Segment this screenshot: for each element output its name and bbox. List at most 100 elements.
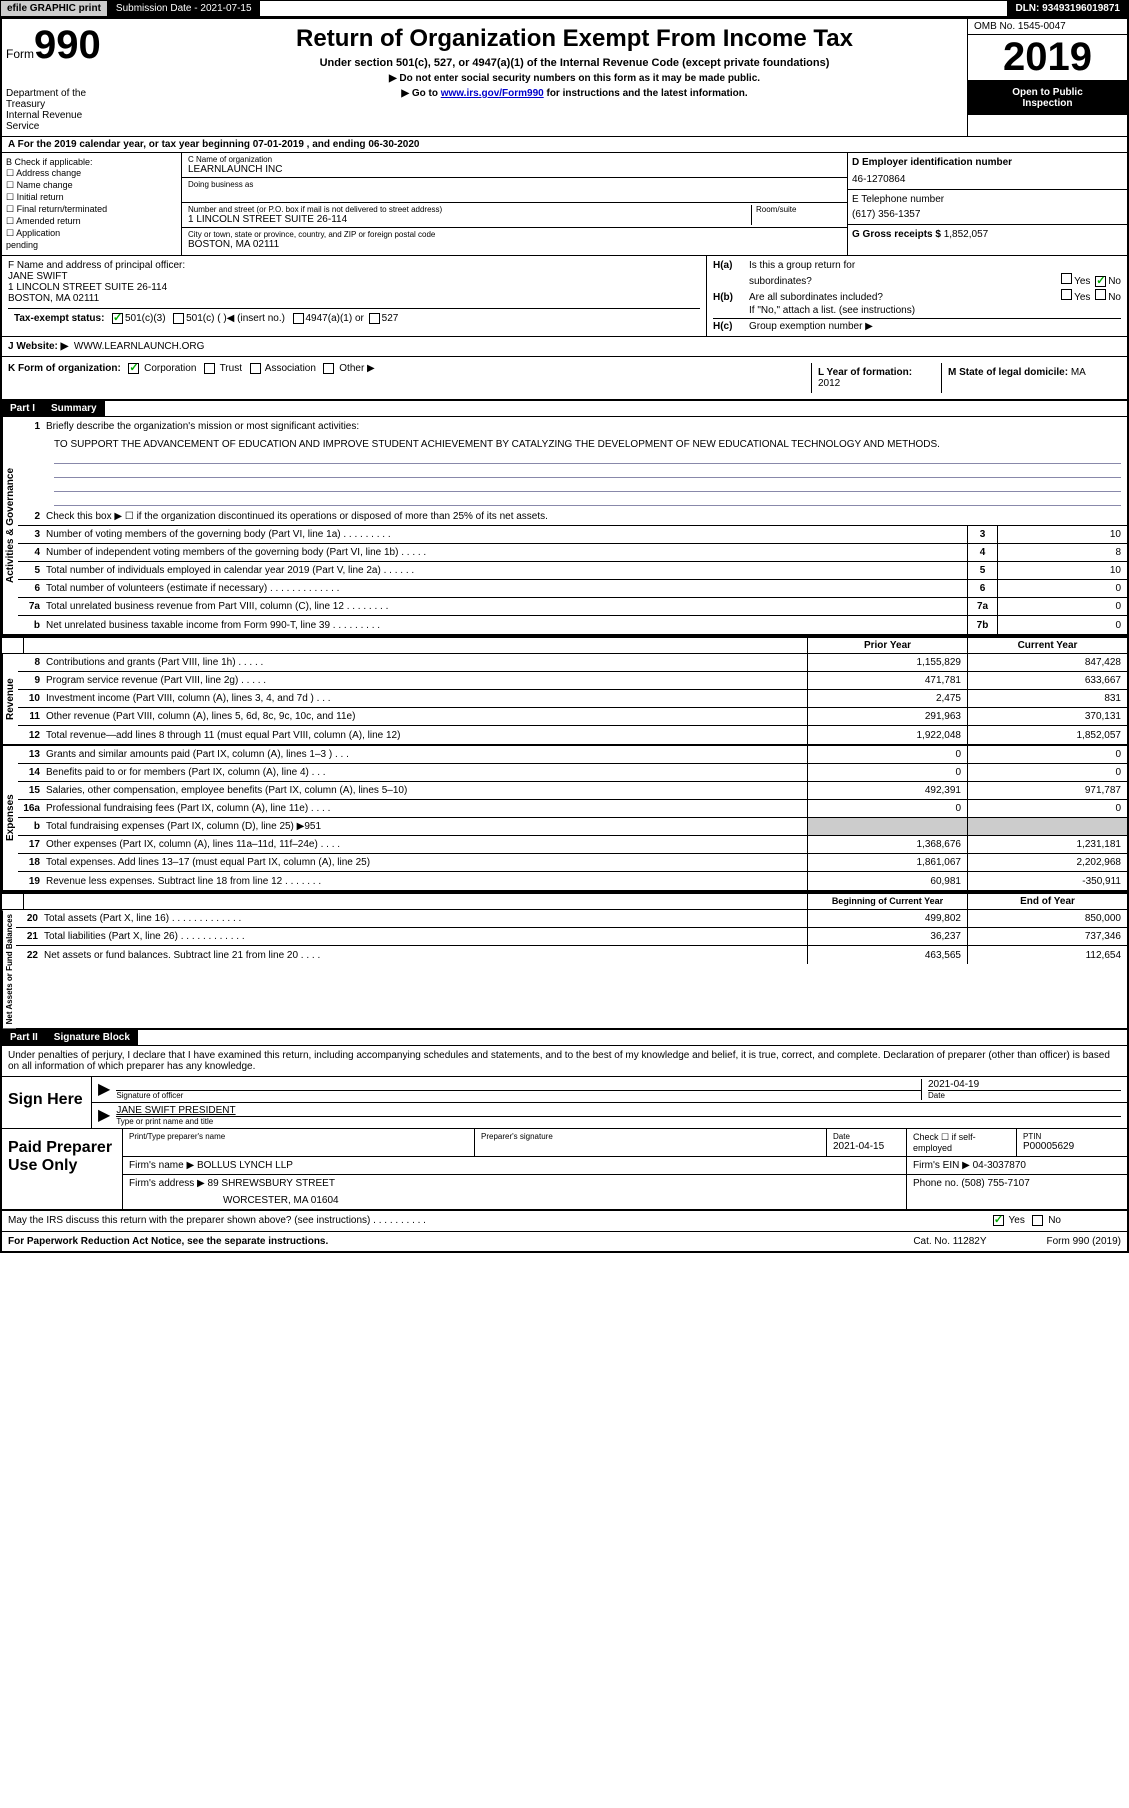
current-year-header: Current Year: [967, 638, 1127, 653]
form-label: Form: [6, 47, 34, 61]
line-10-prior: 2,475: [807, 690, 967, 707]
chk-final-return[interactable]: ☐ Final return/terminated: [6, 204, 177, 215]
form-id-box: Form990 Department of the Treasury Inter…: [2, 19, 182, 136]
line-9-prior: 471,781: [807, 672, 967, 689]
website-value: WWW.LEARNLAUNCH.ORG: [74, 341, 205, 352]
line-20-label: Total assets (Part X, line 16) . . . . .…: [44, 911, 807, 926]
hb-yes[interactable]: [1061, 289, 1072, 300]
omb-number: OMB No. 1545-0047: [968, 19, 1127, 35]
line-8-current: 847,428: [967, 654, 1127, 671]
line-8-label: Contributions and grants (Part VIII, lin…: [46, 655, 807, 670]
gross-receipts: 1,852,057: [944, 229, 989, 240]
self-employed-check[interactable]: Check ☐ if self-employed: [907, 1129, 1017, 1156]
line-5-value: 10: [997, 562, 1127, 579]
officer-label: F Name and address of principal officer:: [8, 260, 700, 271]
line-11-current: 370,131: [967, 708, 1127, 725]
cat-no: Cat. No. 11282Y: [913, 1236, 986, 1247]
telephone-value: (617) 356-1357: [852, 209, 1123, 220]
section-deg: D Employer identification number 46-1270…: [847, 153, 1127, 255]
website-label: J Website: ▶: [8, 341, 68, 352]
discuss-row: May the IRS discuss this return with the…: [2, 1211, 1127, 1231]
line-8-prior: 1,155,829: [807, 654, 967, 671]
chk-trust[interactable]: [204, 363, 215, 374]
subtitle: Under section 501(c), 527, or 4947(a)(1)…: [188, 57, 961, 69]
line-9-current: 633,667: [967, 672, 1127, 689]
chk-amended[interactable]: ☐ Amended return: [6, 216, 177, 227]
section-m: M State of legal domicile: MA: [941, 363, 1121, 393]
line-18-label: Total expenses. Add lines 13–17 (must eq…: [46, 855, 807, 870]
chk-501c3[interactable]: [112, 313, 123, 324]
section-a: A For the 2019 calendar year, or tax yea…: [2, 137, 1127, 153]
chk-other[interactable]: [323, 363, 334, 374]
irs-link[interactable]: www.irs.gov/Form990: [441, 88, 544, 99]
discuss-no[interactable]: [1032, 1215, 1043, 1226]
efile-print-button[interactable]: efile GRAPHIC print: [1, 1, 108, 16]
sig-officer-label: Signature of officer: [116, 1090, 921, 1100]
section-b: B Check if applicable: ☐ Address change …: [2, 153, 182, 255]
officer-addr1: 1 LINCOLN STREET SUITE 26-114: [8, 282, 700, 293]
ha-no[interactable]: [1095, 276, 1106, 287]
line-16a-current: 0: [967, 800, 1127, 817]
signature-intro: Under penalties of perjury, I declare th…: [2, 1046, 1127, 1077]
chk-association[interactable]: [250, 363, 261, 374]
tax-year: 2019: [968, 35, 1127, 81]
section-f: F Name and address of principal officer:…: [2, 256, 707, 336]
hb-no[interactable]: [1095, 289, 1106, 300]
chk-4947[interactable]: [293, 313, 304, 324]
chk-initial-return[interactable]: ☐ Initial return: [6, 192, 177, 203]
ein-value: 46-1270864: [852, 174, 1123, 185]
sign-here-label: Sign Here: [2, 1077, 92, 1128]
line-2-label: Check this box ▶ ☐ if the organization d…: [46, 509, 1127, 524]
prior-current-header: Prior Year Current Year: [2, 636, 1127, 654]
section-j: J Website: ▶ WWW.LEARNLAUNCH.ORG: [2, 337, 1127, 357]
chk-application-pending[interactable]: ☐ Application: [6, 228, 177, 239]
chk-527[interactable]: [369, 313, 380, 324]
line-17-prior: 1,368,676: [807, 836, 967, 853]
ptin: P00005629: [1023, 1141, 1121, 1152]
chk-address-change[interactable]: ☐ Address change: [6, 168, 177, 179]
ha-yes[interactable]: [1061, 273, 1072, 284]
line-18-prior: 1,861,067: [807, 854, 967, 871]
line-19-current: -350,911: [967, 872, 1127, 890]
line-14-prior: 0: [807, 764, 967, 781]
line-10-current: 831: [967, 690, 1127, 707]
officer-name-title: JANE SWIFT PRESIDENT: [116, 1105, 1121, 1116]
arrow-icon: ▶: [98, 1105, 110, 1126]
discuss-yes[interactable]: [993, 1215, 1004, 1226]
firm-name: BOLLUS LYNCH LLP: [197, 1160, 293, 1171]
line-20-current: 850,000: [967, 910, 1127, 927]
line-9-label: Program service revenue (Part VIII, line…: [46, 673, 807, 688]
line-14-label: Benefits paid to or for members (Part IX…: [46, 765, 807, 780]
line-19-prior: 60,981: [807, 872, 967, 890]
line-b-current: [967, 818, 1127, 835]
line-4-value: 8: [997, 544, 1127, 561]
form-header: Form990 Department of the Treasury Inter…: [2, 19, 1127, 137]
chk-501c[interactable]: [173, 313, 184, 324]
room-label: Room/suite: [756, 205, 841, 214]
line-21-label: Total liabilities (Part X, line 26) . . …: [44, 929, 807, 944]
paperwork-notice: For Paperwork Reduction Act Notice, see …: [8, 1236, 328, 1247]
mission-text: TO SUPPORT THE ADVANCEMENT OF EDUCATION …: [18, 435, 1127, 508]
part-ii-header: Part II Signature Block: [2, 1030, 1127, 1046]
line-15-label: Salaries, other compensation, employee b…: [46, 783, 807, 798]
form-body: Form990 Department of the Treasury Inter…: [0, 17, 1129, 1253]
section-klm: K Form of organization: Corporation Trus…: [2, 357, 1127, 401]
paid-preparer-label: Paid Preparer Use Only: [2, 1129, 122, 1209]
part-i-header: Part I Summary: [2, 401, 1127, 417]
line-11-prior: 291,963: [807, 708, 967, 725]
line-b-label: Net unrelated business taxable income fr…: [46, 618, 967, 633]
bcy-header: Beginning of Current Year: [807, 894, 967, 909]
telephone-label: E Telephone number: [852, 194, 1123, 205]
bcy-eoy-header: Beginning of Current Year End of Year: [2, 892, 1127, 910]
line-17-current: 1,231,181: [967, 836, 1127, 853]
form-number: 990: [34, 23, 101, 67]
line-b-label: Total fundraising expenses (Part IX, col…: [46, 819, 807, 834]
firm-address-2: WORCESTER, MA 01604: [129, 1189, 900, 1206]
chk-name-change[interactable]: ☐ Name change: [6, 180, 177, 191]
street-address: 1 LINCOLN STREET SUITE 26-114: [188, 214, 751, 225]
chk-corporation[interactable]: [128, 363, 139, 374]
line-22-current: 112,654: [967, 946, 1127, 964]
line-13-label: Grants and similar amounts paid (Part IX…: [46, 747, 807, 762]
city-state-zip: BOSTON, MA 02111: [188, 239, 841, 250]
prior-year-header: Prior Year: [807, 638, 967, 653]
